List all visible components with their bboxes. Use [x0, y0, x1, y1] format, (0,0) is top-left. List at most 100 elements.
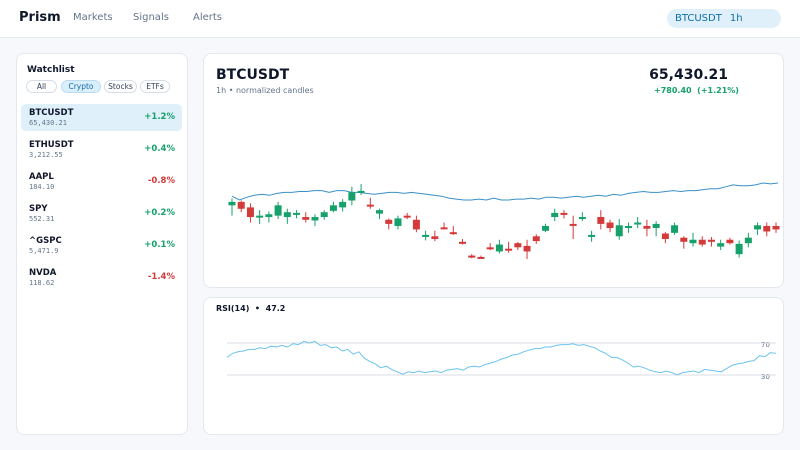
watchlist-item-nvda[interactable]: NVDA 118.62 -1.4%: [21, 264, 182, 291]
candle-body: [449, 232, 457, 235]
rsi-level-70-label: 70: [761, 341, 770, 349]
watchlist-item-btcusdt[interactable]: BTCUSDT 65,430.21 +1.2%: [21, 104, 182, 131]
candle-body: [772, 225, 780, 230]
watchlist-change: +0.4%: [144, 144, 175, 154]
rsi-level-30-label: 30: [761, 373, 770, 381]
candle-body: [689, 239, 697, 244]
candle-body: [237, 201, 245, 209]
candle-body: [726, 239, 734, 244]
watchlist-change: -1.4%: [147, 272, 175, 282]
candle-body: [440, 227, 448, 230]
watchlist-change: +0.2%: [144, 208, 175, 218]
candlestick-chart[interactable]: [204, 54, 783, 287]
candle-body: [634, 222, 642, 225]
filter-etfs[interactable]: ETFs: [140, 80, 170, 93]
candle-body: [228, 201, 236, 206]
watchlist-price: 5,471.9: [29, 247, 59, 255]
candle-body: [412, 219, 420, 230]
candle-body: [505, 248, 513, 251]
candle-body: [394, 218, 402, 226]
candle-body: [606, 222, 614, 229]
candle-body: [588, 234, 596, 237]
watchlist-item-ethusdt[interactable]: ETHUSDT 3,212.55 +0.4%: [21, 136, 182, 163]
watchlist-item-gspc[interactable]: ^GSPC 5,471.9 +0.1%: [21, 232, 182, 259]
candle-body: [744, 237, 752, 244]
rsi-label: RSI(14): [216, 304, 250, 313]
app-logo[interactable]: Prism: [19, 10, 61, 25]
rsi-chart[interactable]: 70 30: [204, 298, 783, 434]
chart-subtitle: 1h • normalized candles: [216, 86, 314, 95]
candle-body: [514, 243, 522, 248]
watchlist-item-aapl[interactable]: AAPL 184.10 -0.8%: [21, 168, 182, 195]
filter-all[interactable]: All: [26, 80, 57, 93]
top-bar: Prism Markets Signals Alerts BTCUSDT 1h: [0, 0, 800, 38]
candle-body: [293, 212, 301, 215]
candle-body: [246, 207, 254, 218]
candle-body: [477, 256, 485, 259]
watchlist-change: +1.2%: [144, 112, 175, 122]
watchlist-price: 552.31: [29, 215, 55, 223]
candle-body: [717, 243, 725, 247]
candle-body: [624, 225, 632, 229]
candle-body: [735, 243, 743, 255]
symbol-selector[interactable]: BTCUSDT 1h: [667, 9, 781, 28]
watchlist-symbol: ^GSPC: [29, 236, 62, 246]
candle-body: [302, 217, 310, 220]
watchlist-price: 184.10: [29, 183, 55, 191]
candle-body: [551, 212, 559, 218]
candle-body: [671, 225, 679, 233]
candle-body: [366, 204, 374, 207]
candle-body: [652, 223, 660, 229]
candle-body: [661, 233, 669, 240]
candle-body: [495, 244, 503, 252]
candle-body: [339, 201, 347, 208]
candle-body: [320, 212, 328, 218]
watchlist-change: +0.1%: [144, 240, 175, 250]
watchlist-symbol: ETHUSDT: [29, 140, 74, 150]
chart-symbol-title: BTCUSDT: [216, 67, 290, 83]
rsi-separator: •: [254, 304, 261, 313]
candle-body: [329, 205, 337, 211]
candle-body: [348, 192, 356, 201]
candle-body: [265, 214, 273, 218]
candle-body: [385, 219, 393, 224]
candle-body: [615, 225, 623, 237]
candle-body: [468, 255, 476, 258]
candle-body: [523, 245, 531, 252]
rsi-header: RSI(14) • 47.2: [216, 304, 285, 313]
candle-body: [422, 234, 430, 237]
candle-body: [431, 236, 439, 240]
candle-body: [311, 217, 319, 221]
candle-body: [707, 239, 715, 242]
rsi-value: 47.2: [265, 304, 286, 313]
watchlist-title: Watchlist: [27, 65, 75, 75]
candle-body: [459, 241, 467, 244]
nav-alerts[interactable]: Alerts: [193, 12, 223, 23]
candle-body: [532, 236, 540, 242]
watchlist-symbol: BTCUSDT: [29, 108, 74, 118]
watchlist-symbol: SPY: [29, 204, 48, 214]
candle-body: [578, 217, 586, 220]
candle-body: [376, 210, 384, 214]
nav-signals[interactable]: Signals: [133, 12, 169, 23]
symbol-selector-interval: 1h: [729, 13, 743, 24]
candle-body: [569, 223, 577, 226]
candle-body: [403, 215, 411, 218]
watchlist-price: 118.62: [29, 279, 55, 287]
price-change: +780.40 (+1.21%): [654, 86, 739, 95]
candle-body: [680, 237, 688, 242]
filter-crypto[interactable]: Crypto: [61, 80, 101, 93]
candle-body: [643, 225, 651, 229]
candle-body: [698, 239, 706, 245]
nav-markets[interactable]: Markets: [73, 12, 113, 23]
price-change-pct: (+1.21%): [697, 86, 739, 95]
rsi-line: [226, 340, 777, 376]
candle-body: [560, 212, 568, 215]
candle-body: [763, 225, 771, 232]
watchlist-price: 3,212.55: [29, 151, 63, 159]
price-chart-panel: BTCUSDT 1h • normalized candles 65,430.2…: [203, 53, 784, 288]
symbol-selector-symbol: BTCUSDT: [675, 13, 722, 24]
filter-stocks[interactable]: Stocks: [104, 80, 137, 93]
candle-body: [486, 247, 494, 250]
watchlist-item-spy[interactable]: SPY 552.31 +0.2%: [21, 200, 182, 227]
